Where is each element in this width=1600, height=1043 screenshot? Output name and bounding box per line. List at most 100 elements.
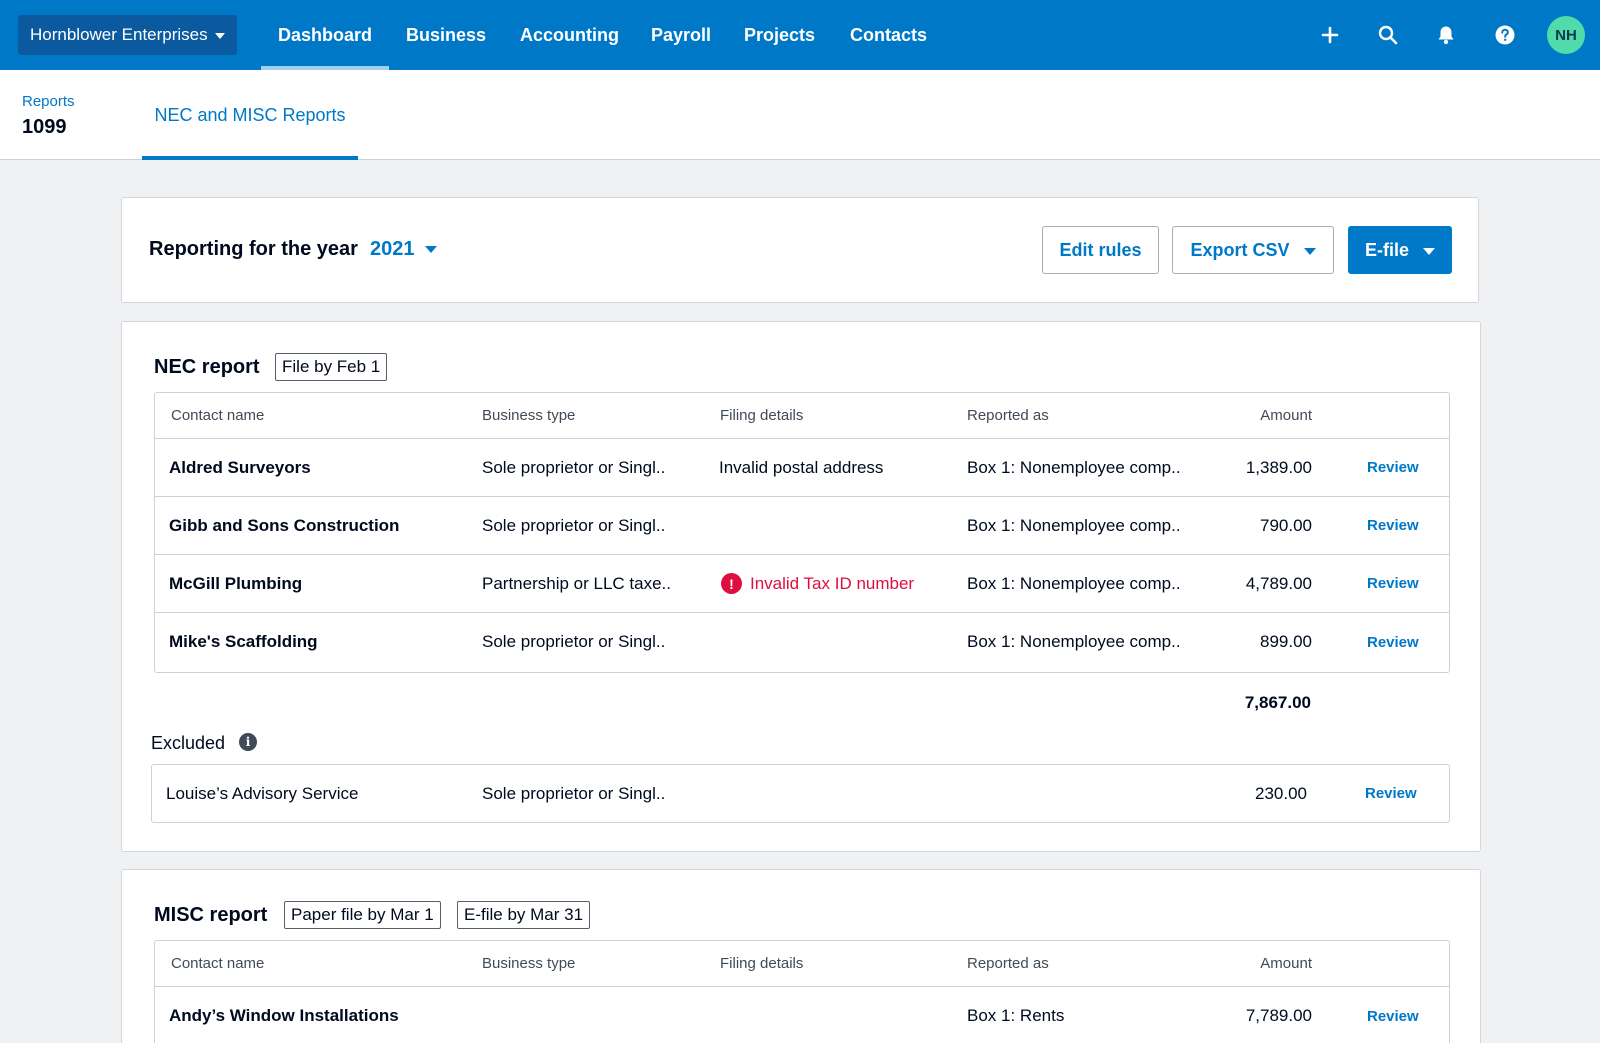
review-link[interactable]: Review: [1367, 1007, 1419, 1025]
contact-name: Gibb and Sons Construction: [169, 515, 400, 535]
misc-table: Contact name Business type Filing detail…: [154, 940, 1450, 1043]
reported-as: Box 1: Nonemployee comp..: [967, 457, 1181, 477]
business-type: Sole proprietor or Singl..: [482, 515, 666, 535]
reported-as: Box 1: Rents: [967, 1006, 1065, 1025]
reported-as: Box 1: Nonemployee comp..: [967, 573, 1181, 593]
chevron-down-icon: [214, 33, 225, 39]
filing-details-error: ! Invalid Tax ID number: [721, 555, 914, 612]
organization-switcher[interactable]: Hornblower Enterprises: [18, 15, 237, 55]
column-amount: Amount: [1260, 955, 1312, 972]
efile-button[interactable]: E-file: [1348, 226, 1452, 274]
nav-tab-accounting[interactable]: Accounting: [520, 0, 619, 70]
contact-name: Louise’s Advisory Service: [166, 783, 359, 803]
nav-tab-business[interactable]: Business: [406, 0, 486, 70]
table-row[interactable]: McGill Plumbing Partnership or LLC taxe.…: [155, 555, 1449, 613]
misc-paper-deadline-tag: Paper file by Mar 1: [284, 901, 441, 929]
nav-tab-label: Contacts: [850, 24, 928, 45]
amount: 1,389.00: [1245, 457, 1312, 477]
edit-rules-label: Edit rules: [1059, 239, 1142, 260]
top-navigation: Hornblower Enterprises Dashboard Busines…: [0, 0, 1600, 70]
amount: 7,789.00: [1245, 1006, 1312, 1025]
column-filing-details: Filing details: [720, 407, 804, 424]
review-link[interactable]: Review: [1367, 633, 1419, 651]
page-title: 1099: [22, 116, 67, 138]
misc-report-panel: MISC report Paper file by Mar 1 E-file b…: [121, 869, 1481, 1043]
column-business-type: Business type: [482, 955, 576, 972]
amount: 230.00: [1255, 783, 1307, 803]
nav-tab-contacts[interactable]: Contacts: [850, 0, 927, 70]
search-icon[interactable]: [1374, 21, 1402, 49]
export-csv-button[interactable]: Export CSV: [1172, 226, 1334, 274]
nav-tab-projects[interactable]: Projects: [744, 0, 815, 70]
nav-tab-label: Business: [406, 24, 487, 45]
column-amount: Amount: [1260, 407, 1312, 424]
contact-name: McGill Plumbing: [169, 573, 303, 593]
chevron-down-icon[interactable]: [425, 246, 437, 253]
nec-report-title: NEC report: [154, 356, 260, 378]
review-link[interactable]: Review: [1367, 517, 1419, 534]
organization-name: Hornblower Enterprises: [30, 25, 208, 44]
tab-label: NEC and MISC Reports: [154, 104, 346, 125]
avatar[interactable]: NH: [1547, 16, 1585, 54]
help-icon[interactable]: [1491, 21, 1519, 49]
business-type: Sole proprietor or Singl..: [482, 783, 666, 803]
nav-tab-dashboard[interactable]: Dashboard: [261, 0, 389, 70]
table-row[interactable]: Mike's Scaffolding Sole proprietor or Si…: [155, 613, 1449, 671]
tab-nec-misc-reports[interactable]: NEC and MISC Reports: [142, 70, 358, 160]
nav-tab-payroll[interactable]: Payroll: [651, 0, 711, 70]
column-reported-as: Reported as: [967, 955, 1049, 972]
breadcrumb-reports[interactable]: Reports: [22, 93, 75, 110]
review-link[interactable]: Review: [1365, 785, 1417, 802]
table-row[interactable]: Gibb and Sons Construction Sole propriet…: [155, 497, 1449, 555]
export-csv-label: Export CSV: [1190, 239, 1290, 260]
table-row[interactable]: Louise’s Advisory Service Sole proprieto…: [152, 765, 1449, 822]
excluded-table: Louise’s Advisory Service Sole proprieto…: [151, 764, 1450, 823]
reported-as: Box 1: Nonemployee comp..: [967, 515, 1181, 535]
nav-tab-label: Projects: [744, 24, 816, 45]
table-header: Contact name Business type Filing detail…: [155, 941, 1449, 987]
nec-deadline-tag: File by Feb 1: [275, 353, 388, 381]
reported-as: Box 1: Nonemployee comp..: [967, 632, 1181, 651]
amount: 899.00: [1260, 632, 1312, 651]
year-label: Reporting for the year: [149, 238, 358, 260]
info-icon[interactable]: i: [239, 733, 257, 751]
column-filing-details: Filing details: [720, 955, 804, 972]
nav-tab-label: Accounting: [520, 24, 619, 45]
contact-name: Andy’s Window Installations: [169, 1006, 399, 1025]
amount: 4,789.00: [1245, 573, 1312, 593]
chevron-down-icon: [1303, 247, 1316, 255]
contact-name: Mike's Scaffolding: [169, 632, 318, 651]
business-type: Partnership or LLC taxe..: [482, 573, 671, 593]
review-link[interactable]: Review: [1367, 459, 1419, 476]
column-reported-as: Reported as: [967, 407, 1049, 424]
business-type: Sole proprietor or Singl..: [482, 632, 666, 651]
bell-icon[interactable]: [1432, 21, 1460, 49]
chevron-down-icon: [1423, 247, 1435, 255]
edit-rules-button[interactable]: Edit rules: [1042, 226, 1159, 274]
table-header: Contact name Business type Filing detail…: [155, 393, 1449, 439]
year-panel: Reporting for the year 2021 Edit rules E…: [121, 197, 1479, 303]
year-selector[interactable]: 2021: [370, 238, 415, 260]
efile-label: E-file: [1364, 239, 1409, 260]
table-row[interactable]: Andy’s Window Installations Box 1: Rents…: [155, 987, 1449, 1043]
error-icon: !: [721, 573, 742, 594]
nec-report-panel: NEC report File by Feb 1 Contact name Bu…: [121, 321, 1481, 852]
excluded-label: Excluded: [151, 733, 226, 753]
contact-name: Aldred Surveyors: [169, 457, 311, 477]
filing-details: Invalid postal address: [719, 457, 884, 477]
amount: 790.00: [1260, 515, 1312, 535]
misc-efile-deadline-tag: E-file by Mar 31: [457, 901, 591, 929]
filing-details: Invalid Tax ID number: [750, 573, 915, 593]
business-type: Sole proprietor or Singl..: [482, 457, 666, 477]
plus-icon[interactable]: [1316, 21, 1344, 49]
nec-table: Contact name Business type Filing detail…: [154, 392, 1450, 673]
table-row[interactable]: Aldred Surveyors Sole proprietor or Sing…: [155, 439, 1449, 497]
nav-tab-label: Payroll: [651, 24, 712, 45]
column-contact-name: Contact name: [171, 407, 265, 424]
misc-report-title: MISC report: [154, 904, 268, 926]
avatar-initials: NH: [1555, 26, 1577, 44]
review-link[interactable]: Review: [1367, 575, 1419, 592]
nec-total-amount: 7,867.00: [1244, 693, 1311, 712]
column-business-type: Business type: [482, 407, 576, 424]
page-header: Reports 1099 NEC and MISC Reports: [0, 70, 1600, 160]
